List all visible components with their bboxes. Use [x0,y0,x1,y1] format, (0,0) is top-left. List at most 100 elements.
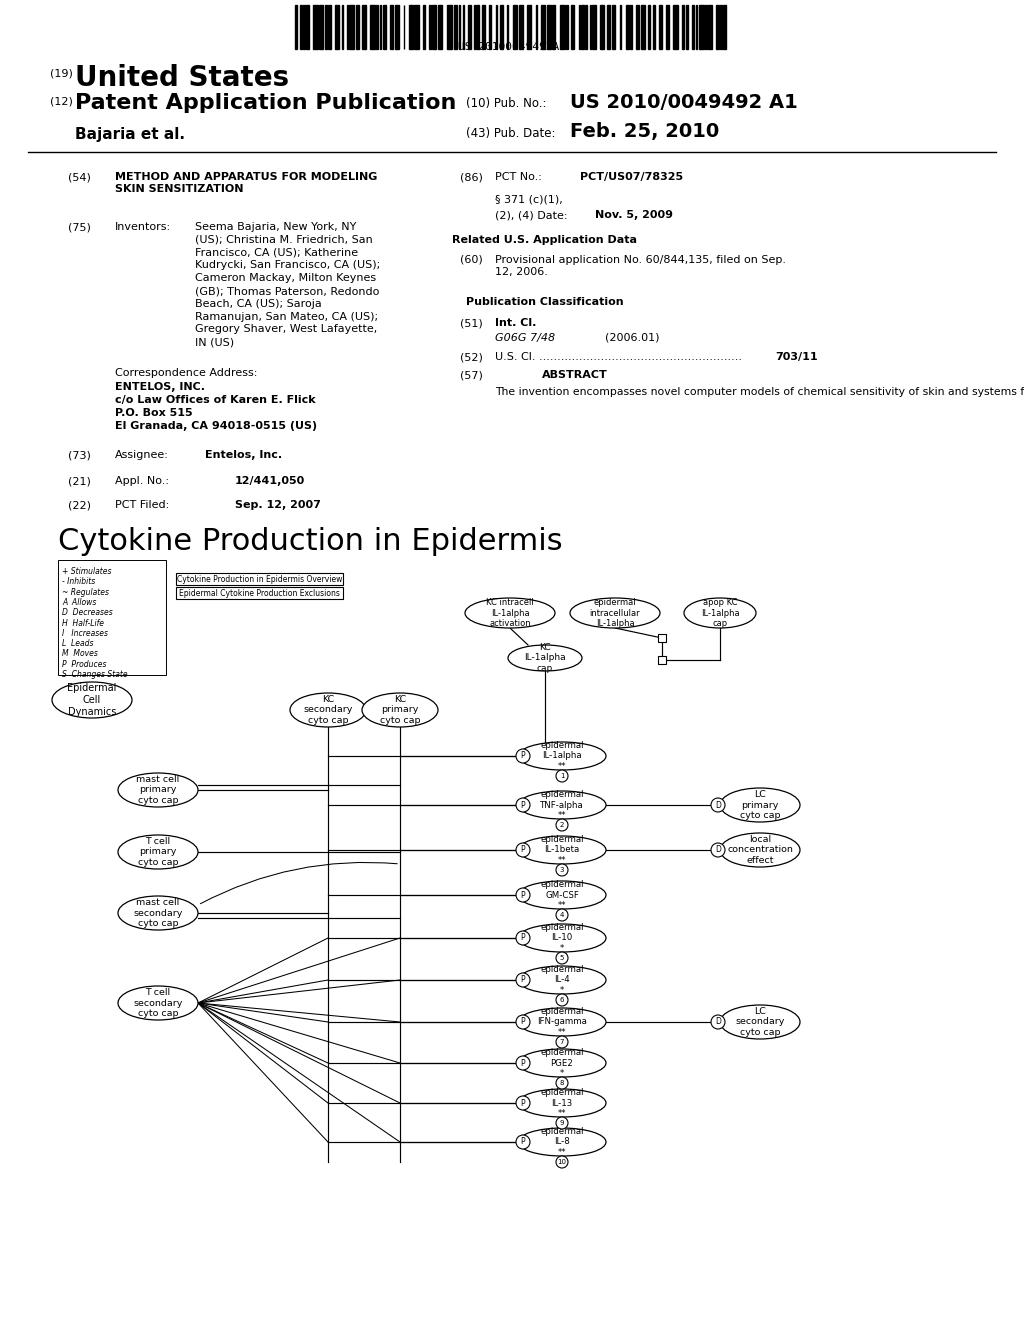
Circle shape [556,1156,568,1168]
Bar [383,5,386,49]
Circle shape [516,1135,530,1148]
Bar [658,634,666,642]
Circle shape [516,973,530,987]
Circle shape [556,770,568,781]
Circle shape [556,952,568,964]
Bar [438,5,442,49]
Bar [328,5,331,49]
Circle shape [516,843,530,857]
Ellipse shape [720,1005,800,1039]
Ellipse shape [518,1129,606,1156]
Text: epidermal
TNF-alpha
**: epidermal TNF-alpha ** [540,791,584,820]
Bar [455,5,457,49]
Ellipse shape [518,1089,606,1117]
Text: (73): (73) [68,450,91,459]
Text: § 371 (c)(1),: § 371 (c)(1), [495,195,563,205]
Text: epidermal
IL-13
**: epidermal IL-13 ** [541,1088,584,1118]
Bar [699,5,703,49]
Text: M  Moves: M Moves [62,649,98,659]
Bar [429,5,431,49]
Bar [335,5,339,49]
Ellipse shape [518,966,606,994]
Bar [482,5,485,49]
Circle shape [556,994,568,1006]
Text: Entelos, Inc.: Entelos, Inc. [205,450,283,459]
Bar [709,5,712,49]
Bar [630,5,633,49]
Bar [723,5,726,49]
Text: Publication Classification: Publication Classification [466,297,624,308]
Bar [552,5,555,49]
Text: Provisional application No. 60/844,135, filed on Sep.
12, 2006.: Provisional application No. 60/844,135, … [495,255,786,277]
Text: Feb. 25, 2010: Feb. 25, 2010 [570,121,719,141]
Circle shape [516,1096,530,1110]
Text: Epidermal
Cell
Dynamics: Epidermal Cell Dynamics [68,684,117,717]
Bar [717,5,719,49]
Text: + Stimulates: + Stimulates [62,568,112,576]
Bar [592,5,596,49]
Ellipse shape [118,774,198,807]
Ellipse shape [518,880,606,909]
Text: LC
secondary
cyto cap: LC secondary cyto cap [735,1007,784,1038]
Bar [415,5,419,49]
Text: P: P [520,1059,525,1068]
Text: D: D [715,1018,721,1027]
Circle shape [556,865,568,876]
Ellipse shape [720,788,800,822]
Bar [176,573,343,585]
Text: KC
primary
cyto cap: KC primary cyto cap [380,696,420,725]
Text: epidermal
IL-8
**: epidermal IL-8 ** [541,1127,584,1156]
Text: 10: 10 [557,1159,566,1166]
Text: P: P [520,933,525,942]
Ellipse shape [290,693,366,727]
Ellipse shape [52,682,132,718]
Ellipse shape [518,742,606,770]
Bar [300,5,302,49]
Text: Cytokine Production in Epidermis Overview: Cytokine Production in Epidermis Overvie… [177,574,342,583]
Ellipse shape [118,896,198,931]
Text: P: P [520,891,525,899]
Text: epidermal
IL-4
*: epidermal IL-4 * [541,965,584,995]
Circle shape [556,818,568,832]
Circle shape [556,1077,568,1089]
Text: Int. Cl.: Int. Cl. [495,318,537,327]
Text: LC
primary
cyto cap: LC primary cyto cap [739,791,780,820]
Bar [513,5,517,49]
Text: KC intracell
IL-1alpha
activation: KC intracell IL-1alpha activation [486,598,534,628]
Text: apop KC
IL-1alpha
cap: apop KC IL-1alpha cap [700,598,739,628]
Text: (10) Pub. No.:: (10) Pub. No.: [466,96,547,110]
Ellipse shape [518,836,606,865]
Bar [620,5,622,49]
Circle shape [711,799,725,812]
Bar [607,5,609,49]
Ellipse shape [362,693,438,727]
Bar [547,5,551,49]
Ellipse shape [118,986,198,1020]
Text: METHOD AND APPARATUS FOR MODELING
SKIN SENSITIZATION: METHOD AND APPARATUS FOR MODELING SKIN S… [115,172,378,194]
Text: (86): (86) [460,172,483,182]
Text: ENTELOS, INC.: ENTELOS, INC. [115,381,205,392]
Bar [541,5,545,49]
Text: (21): (21) [68,477,91,486]
Bar [612,5,615,49]
Ellipse shape [465,598,555,628]
Circle shape [516,799,530,812]
Text: D: D [715,846,721,854]
Bar [636,5,639,49]
Text: ~ Regulates: ~ Regulates [62,587,109,597]
Bar [602,5,604,49]
Text: epidermal
IL-1alpha
**: epidermal IL-1alpha ** [541,741,584,771]
Text: P: P [520,1138,525,1147]
Bar [306,5,308,49]
Text: (22): (22) [68,500,91,510]
Text: S  Changes State: S Changes State [62,671,128,678]
Text: (51): (51) [460,318,482,327]
Text: D  Decreases: D Decreases [62,609,113,618]
Ellipse shape [518,1008,606,1036]
Ellipse shape [518,924,606,952]
Bar [648,5,650,49]
Text: epidermal
IFN-gamma
**: epidermal IFN-gamma ** [537,1007,587,1038]
Circle shape [711,843,725,857]
Text: P.O. Box 515: P.O. Box 515 [115,408,193,418]
Text: P: P [520,1018,525,1027]
